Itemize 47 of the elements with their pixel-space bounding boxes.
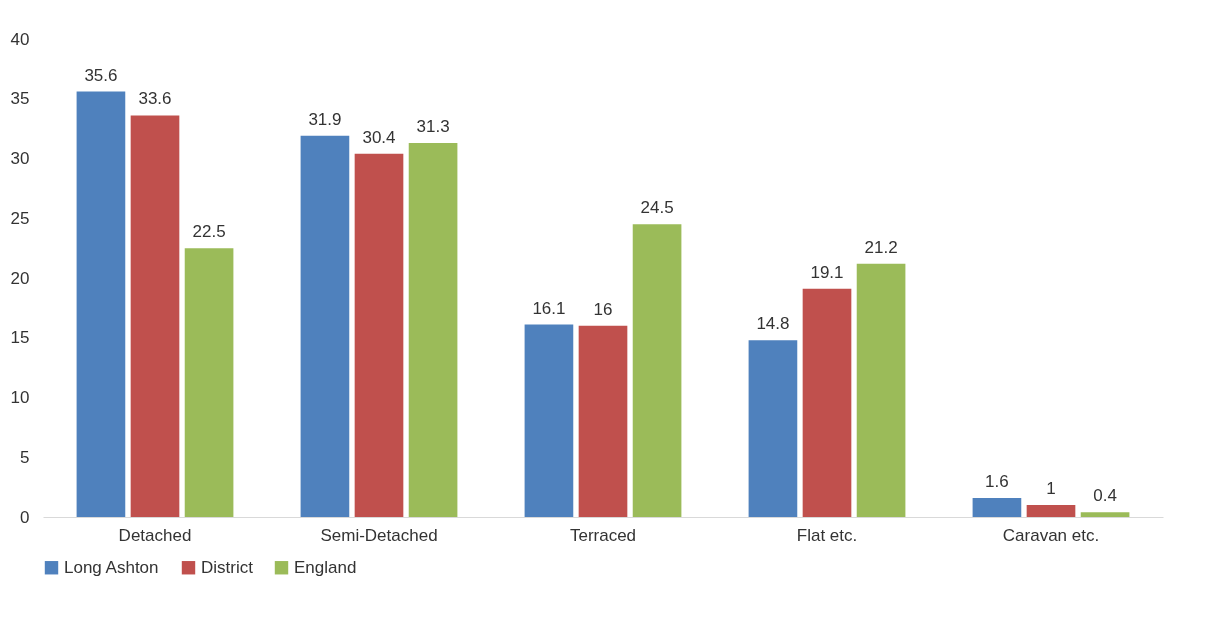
data-label: 35.6: [84, 65, 118, 85]
data-label: 16: [593, 299, 613, 319]
data-label: 30.4: [362, 127, 396, 147]
bar: [184, 248, 234, 517]
bar: [802, 288, 852, 517]
y-tick-label: 10: [10, 388, 30, 407]
y-tick-label: 40: [10, 29, 30, 49]
data-label: 16.1: [532, 298, 566, 318]
x-tick-label: Semi-Detached: [320, 525, 438, 545]
bar: [408, 142, 458, 517]
y-tick-label: 30: [10, 149, 30, 168]
y-tick-label: 0: [20, 507, 30, 527]
data-label: 31.3: [416, 116, 450, 136]
data-label: 14.8: [756, 314, 790, 334]
bar: [1026, 505, 1076, 517]
y-tick-label: 35: [10, 89, 30, 109]
bar: [524, 324, 574, 517]
data-label: 1.6: [985, 471, 1009, 491]
data-label: 19.1: [810, 262, 844, 282]
legend-label: Long Ashton: [64, 557, 159, 577]
x-tick-label: Caravan etc.: [1002, 525, 1100, 545]
data-label: 33.6: [138, 89, 172, 109]
data-label: 1: [1046, 479, 1056, 499]
x-tick-label: Flat etc.: [796, 525, 858, 545]
y-tick-label: 15: [10, 328, 30, 348]
data-label: 21.2: [864, 237, 898, 257]
x-tick-label: Detached: [118, 525, 192, 545]
y-tick-label: 25: [10, 208, 30, 228]
bar: [632, 224, 682, 517]
bar: [748, 340, 798, 517]
legend-label: England: [294, 557, 357, 577]
legend-label: District: [201, 557, 254, 577]
y-tick-label: 5: [20, 447, 30, 467]
bar: [354, 153, 404, 517]
bar: [300, 135, 350, 517]
bar: [1080, 512, 1130, 517]
y-tick-label: 20: [10, 268, 30, 288]
bar: [578, 325, 628, 517]
data-label: 22.5: [192, 222, 226, 242]
bar: [130, 115, 180, 517]
x-tick-label: Terraced: [569, 525, 637, 545]
data-label: 31.9: [308, 109, 342, 129]
bar: [972, 497, 1022, 517]
data-label: 0.4: [1093, 486, 1117, 506]
bar: [856, 263, 906, 517]
bar: [76, 91, 126, 517]
data-label: 24.5: [640, 198, 674, 218]
